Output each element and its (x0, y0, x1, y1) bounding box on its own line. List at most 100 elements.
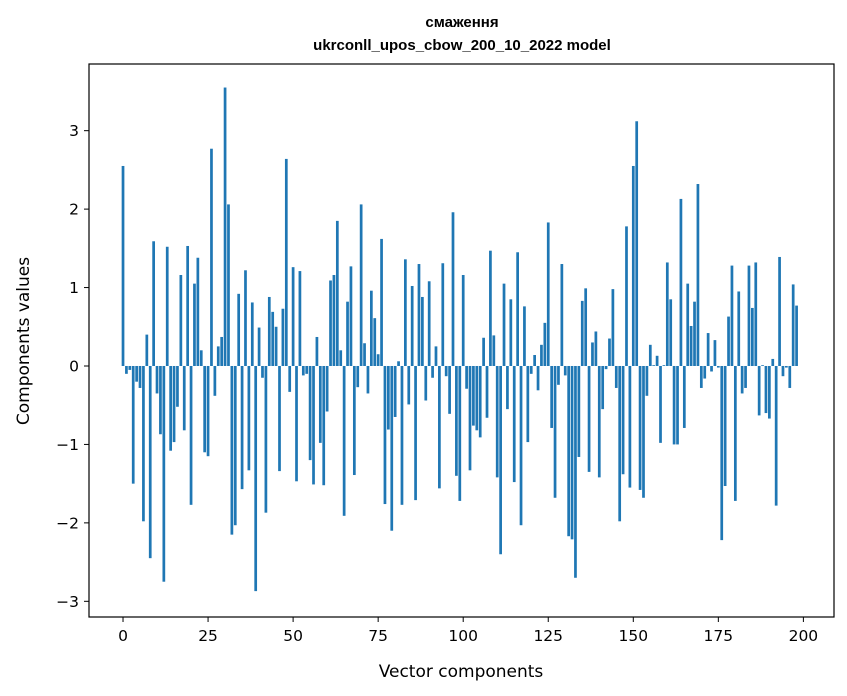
bar-component-145 (614, 365, 618, 388)
bar-component-0 (121, 165, 125, 366)
bar-component-165 (682, 365, 686, 428)
bar-component-73 (369, 290, 373, 366)
bar-component-155 (648, 344, 652, 366)
bar-component-70 (359, 204, 363, 366)
bar-component-36 (244, 270, 247, 366)
bar-component-78 (387, 365, 390, 430)
bar-component-125 (546, 222, 550, 366)
bar-component-83 (404, 259, 407, 366)
bar-component-190 (768, 365, 771, 419)
bar-component-164 (679, 198, 683, 366)
bar-component-12 (162, 365, 166, 582)
bar-component-138 (591, 342, 594, 366)
bar-component-91 (431, 365, 434, 378)
bar-component-30 (223, 87, 227, 366)
bar-component-161 (669, 299, 673, 366)
bar-component-141 (601, 365, 605, 410)
bar-component-54 (305, 365, 309, 374)
bar-component-20 (189, 365, 193, 505)
bar-component-156 (652, 365, 656, 366)
bar-component-87 (417, 264, 421, 366)
bar-component-185 (750, 307, 754, 366)
bar-component-46 (278, 365, 281, 472)
x-tick-label: 175 (704, 627, 734, 645)
bar-component-133 (574, 365, 577, 578)
bar-component-29 (220, 336, 224, 366)
bar-component-75 (376, 354, 380, 366)
bar-component-49 (288, 365, 292, 392)
bar-component-139 (594, 331, 598, 366)
bar-component-64 (339, 350, 343, 366)
bar-component-99 (458, 365, 462, 501)
y-tick-label: 3 (69, 122, 79, 140)
bar-component-178 (727, 316, 730, 366)
bar-component-97 (451, 212, 455, 366)
bar-component-130 (563, 365, 567, 376)
bar-component-160 (665, 262, 669, 366)
bar-component-181 (737, 291, 741, 366)
bar-component-47 (281, 308, 285, 366)
bar-component-13 (165, 246, 169, 366)
bar-component-169 (696, 184, 700, 366)
bar-component-123 (540, 344, 543, 366)
bar-component-22 (196, 257, 200, 366)
bar-component-52 (298, 271, 302, 366)
bar-component-95 (444, 365, 448, 377)
bar-component-61 (329, 280, 332, 366)
x-axis-ticks: 0 25 50 75 100 125 150 175 200 (118, 617, 818, 645)
bar-component-2 (128, 365, 132, 370)
bar-component-53 (301, 365, 305, 376)
bar-component-131 (567, 365, 571, 537)
bar-component-62 (332, 275, 336, 366)
bar-component-67 (349, 266, 353, 366)
x-tick-label: 25 (198, 627, 218, 645)
x-tick-label: 75 (368, 627, 388, 645)
bar-series (121, 87, 798, 592)
bar-component-11 (159, 365, 162, 435)
bar-component-129 (560, 264, 564, 366)
bar-component-16 (176, 365, 179, 407)
bar-component-186 (754, 262, 758, 366)
bar-component-80 (393, 365, 397, 417)
bar-component-103 (472, 365, 475, 426)
bar-component-170 (699, 365, 703, 388)
bar-component-102 (468, 365, 472, 471)
bar-component-98 (455, 365, 458, 476)
bar-component-101 (465, 365, 468, 389)
bar-component-27 (213, 365, 217, 396)
bar-component-60 (325, 365, 329, 412)
bar-component-121 (533, 355, 536, 366)
bar-component-38 (250, 302, 254, 366)
bar-component-152 (638, 365, 642, 490)
bar-component-65 (342, 365, 346, 516)
bar-component-136 (584, 288, 588, 366)
bar-component-51 (295, 365, 298, 482)
bar-component-96 (448, 365, 451, 414)
bar-component-9 (152, 241, 155, 366)
y-axis-ticks: −3 −2 −1 0 1 2 3 (56, 122, 89, 611)
bar-component-189 (764, 365, 768, 414)
bar-component-149 (628, 365, 632, 488)
bar-component-137 (587, 365, 591, 472)
bar-component-57 (315, 336, 319, 366)
x-tick-label: 150 (618, 627, 648, 645)
bar-component-119 (526, 365, 530, 443)
bar-component-175 (716, 365, 720, 368)
bar-component-3 (131, 365, 135, 484)
x-tick-label: 200 (789, 627, 819, 645)
bar-component-8 (148, 365, 152, 559)
bar-component-7 (145, 334, 149, 366)
bar-component-59 (322, 365, 326, 486)
chart-title-line-2: ukrconll_upos_cbow_200_10_2022 model (313, 37, 611, 54)
bar-component-5 (138, 365, 142, 388)
bar-component-74 (373, 318, 377, 366)
bar-component-198 (795, 305, 798, 366)
bar-component-43 (267, 296, 271, 366)
bar-component-72 (366, 365, 370, 394)
y-axis-label: Components values (14, 257, 34, 425)
bar-component-140 (597, 365, 601, 478)
bar-component-196 (788, 365, 792, 388)
bar-component-50 (291, 267, 295, 366)
bar-component-159 (662, 365, 666, 366)
